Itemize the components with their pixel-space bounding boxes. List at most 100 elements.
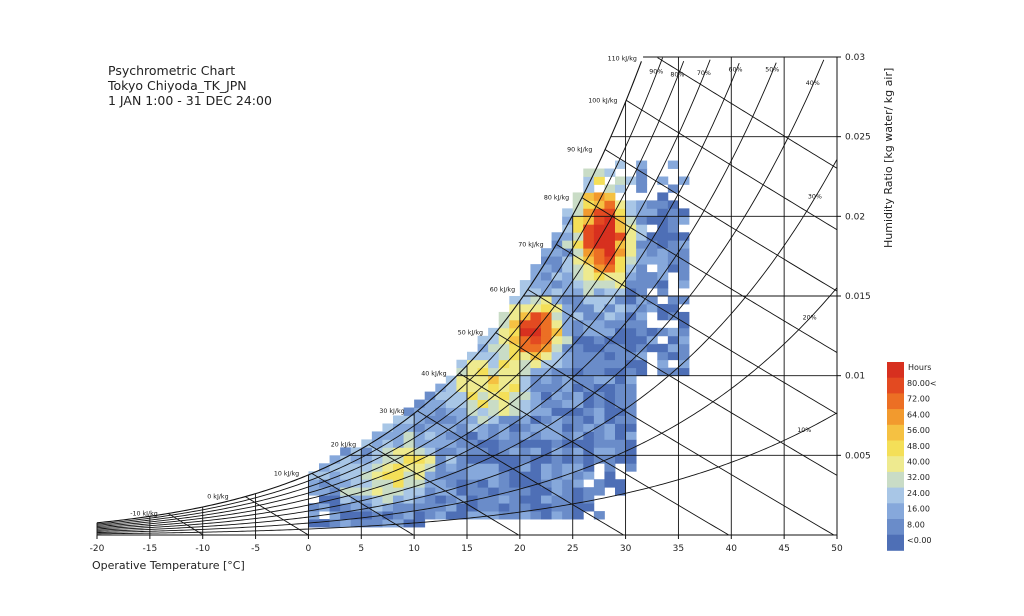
- heatmap-cell: [371, 495, 383, 504]
- heatmap-cell: [604, 311, 616, 321]
- heatmap-cell: [541, 288, 552, 297]
- heatmap-cell: [509, 343, 521, 353]
- heatmap-cell: [488, 327, 500, 337]
- heatmap-cell: [319, 471, 330, 480]
- heatmap-cell: [498, 367, 510, 377]
- heatmap-cell: [593, 455, 605, 464]
- heatmap-cell: [519, 503, 531, 512]
- heatmap-cell: [435, 503, 447, 512]
- heatmap-cell: [678, 367, 690, 377]
- rh-curve: [96, 62, 777, 530]
- heatmap-cell: [424, 503, 436, 512]
- heatmap-cell: [456, 487, 468, 496]
- heatmap-cell: [382, 503, 394, 512]
- heatmap-cell: [393, 471, 404, 480]
- enthalpy-label: 10 kJ/kg: [274, 470, 299, 477]
- heatmap-cell: [498, 471, 510, 480]
- heatmap-cell: [657, 280, 669, 289]
- heatmap-cell: [456, 479, 468, 488]
- heatmap-cell: [319, 519, 330, 528]
- heatmap-cell: [519, 303, 531, 313]
- heatmap-cell: [625, 439, 637, 448]
- heatmap-cell: [593, 479, 605, 488]
- rh-curve: [96, 60, 685, 526]
- heatmap-cell: [625, 248, 637, 257]
- y-tick-label: 0.015: [845, 292, 871, 302]
- heatmap-cell: [551, 311, 563, 321]
- heatmap-cell: [636, 216, 648, 225]
- heatmap-cell: [625, 303, 637, 313]
- y-tick-label: 0.02: [845, 212, 865, 222]
- heatmap-cell: [382, 431, 394, 440]
- heatmap-cell: [530, 407, 542, 416]
- heatmap-cell: [625, 280, 637, 289]
- heatmap-cell: [340, 463, 352, 472]
- heatmap-cell: [371, 431, 383, 440]
- heatmap-cell: [467, 375, 478, 385]
- heatmap-cell: [509, 495, 521, 504]
- heatmap-cell: [593, 367, 605, 377]
- heatmap-cell: [435, 479, 447, 488]
- heatmap-cell: [519, 343, 531, 353]
- heatmap-cell: [636, 311, 648, 321]
- heatmap-cell: [498, 343, 510, 353]
- heatmap-cell: [667, 248, 679, 257]
- heatmap-cell: [636, 343, 648, 353]
- heatmap-cell: [604, 391, 616, 400]
- heatmap-cell: [572, 224, 584, 233]
- heatmap-cell: [488, 415, 500, 424]
- heatmap-cell: [509, 415, 521, 424]
- heatmap-cell: [445, 471, 457, 480]
- heatmap-cell: [657, 311, 669, 321]
- heatmap-cell: [319, 479, 330, 488]
- heatmap-cell: [583, 407, 595, 416]
- heatmap-cell: [530, 495, 542, 504]
- heatmap-cell: [625, 327, 637, 337]
- heatmap-cell: [593, 303, 605, 313]
- heatmap-cell: [572, 487, 584, 496]
- heatmap-cell: [477, 423, 489, 432]
- heatmap-cell: [615, 160, 626, 169]
- enthalpy-line: [657, 57, 838, 169]
- heatmap-cell: [519, 463, 531, 472]
- heatmap-cell: [636, 232, 648, 241]
- heatmap-cell: [562, 224, 574, 233]
- heatmap-cell: [562, 280, 574, 289]
- heatmap-cell: [562, 256, 574, 265]
- heatmap-cell: [593, 224, 605, 233]
- heatmap-cell: [530, 479, 542, 488]
- heatmap-cell: [509, 487, 521, 496]
- heatmap-cell: [350, 479, 362, 488]
- heatmap-cell: [445, 503, 457, 512]
- heatmap-cell: [551, 375, 563, 385]
- heatmap-cell: [530, 335, 542, 345]
- heatmap-cell: [445, 463, 457, 472]
- enthalpy-lines: -10 kJ/kg 0 kJ/kg 10 kJ/kg 20 kJ/kg 30 kJ/kg…: [130, 56, 838, 536]
- heatmap-cell: [551, 367, 563, 377]
- heatmap-cell: [583, 343, 595, 353]
- heatmap-cell: [615, 367, 626, 377]
- heatmap-cell: [572, 455, 584, 464]
- heatmap-cell: [583, 359, 595, 369]
- heatmap-cell: [678, 327, 690, 337]
- heatmap-cell: [414, 439, 426, 448]
- heatmap-cell: [519, 335, 531, 345]
- heatmap-cell: [572, 296, 584, 305]
- heatmap-cell: [583, 487, 595, 496]
- heatmap-cell: [636, 168, 648, 177]
- heatmap-cell: [646, 303, 658, 313]
- heatmap-cell: [445, 495, 457, 504]
- heatmap-cell: [403, 455, 415, 464]
- heatmap-cell: [403, 463, 415, 472]
- heatmap-cell: [636, 351, 648, 361]
- legend: Hours 80.00< 72.00 64.00 56.00 48.00 40.00 32.…: [887, 362, 937, 551]
- enthalpy-label: 110 kJ/kg: [608, 56, 637, 63]
- heatmap-cell: [615, 184, 626, 193]
- heatmap-cell: [625, 455, 637, 464]
- heatmap-cell: [350, 471, 362, 480]
- heatmap-cell: [625, 319, 637, 329]
- heatmap-cell: [382, 463, 394, 472]
- heatmap-cell: [604, 351, 616, 361]
- heatmap-cell: [678, 232, 690, 241]
- heatmap-cell: [530, 280, 542, 289]
